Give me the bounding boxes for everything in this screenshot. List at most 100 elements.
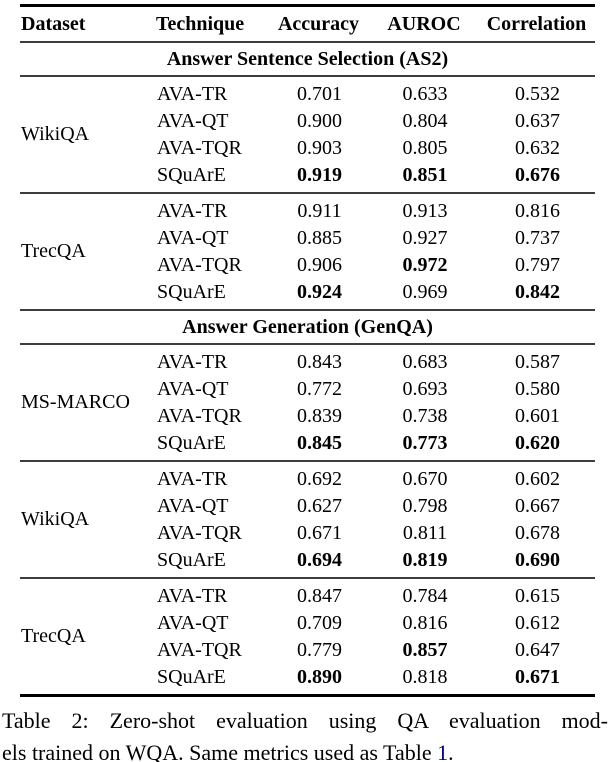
dataset-label: TrecQA: [21, 240, 86, 262]
auroc-cell: 0.805: [402, 136, 448, 159]
correlation-cell: 0.620: [515, 431, 560, 454]
table-row: AVA-TR 0.701 0.633 0.532: [156, 81, 596, 108]
table-row: SQuArE 0.845 0.773 0.620: [156, 430, 596, 457]
column-header-correlation: Correlation: [486, 12, 587, 35]
correlation-cell: 0.671: [515, 665, 560, 688]
correlation-cell: 0.678: [515, 521, 560, 544]
table-row: AVA-TQR 0.903 0.805 0.632: [156, 135, 596, 162]
accuracy-cell: 0.906: [297, 253, 342, 276]
dataset-label: TrecQA: [21, 625, 86, 647]
correlation-cell: 0.632: [515, 136, 560, 159]
auroc-cell: 0.693: [402, 377, 448, 400]
results-table: Dataset Technique Accuracy AUROC Correla…: [20, 4, 595, 697]
correlation-cell: 0.612: [515, 611, 560, 634]
table-midrule: [20, 75, 595, 77]
table-row: AVA-QT 0.772 0.693 0.580: [156, 376, 596, 403]
dataset-group: WikiQA AVA-TR 0.692 0.670 0.602 AVA-QT 0.627 0.…: [20, 462, 595, 577]
technique-cell: AVA-QT: [157, 377, 229, 400]
auroc-cell: 0.738: [402, 404, 448, 427]
accuracy-cell: 0.709: [297, 611, 342, 634]
accuracy-cell: 0.627: [297, 494, 342, 517]
correlation-cell: 0.601: [515, 404, 560, 427]
accuracy-cell: 0.779: [297, 638, 342, 661]
accuracy-cell: 0.924: [297, 280, 342, 303]
table-row: AVA-QT 0.709 0.816 0.612: [156, 610, 596, 637]
technique-cell: AVA-TQR: [157, 253, 242, 276]
auroc-cell: 0.811: [402, 521, 448, 544]
correlation-cell: 0.532: [515, 82, 560, 105]
auroc-cell: 0.818: [402, 665, 448, 688]
technique-cell: SQuArE: [157, 431, 226, 454]
auroc-cell: 0.819: [402, 548, 448, 571]
auroc-cell: 0.798: [402, 494, 448, 517]
table-row: AVA-TR 0.847 0.784 0.615: [156, 583, 596, 610]
auroc-cell: 0.913: [402, 199, 448, 222]
auroc-cell: 0.972: [402, 253, 448, 276]
accuracy-cell: 0.900: [297, 109, 342, 132]
accuracy-cell: 0.847: [297, 584, 342, 607]
table-midrule: [20, 577, 595, 579]
auroc-cell: 0.857: [402, 638, 448, 661]
technique-cell: SQuArE: [157, 280, 226, 303]
dataset-group: MS-MARCO AVA-TR 0.843 0.683 0.587 AVA-QT 0.772…: [20, 345, 595, 460]
auroc-cell: 0.784: [402, 584, 448, 607]
dataset-group: WikiQA AVA-TR 0.701 0.633 0.532 AVA-QT 0.900 0.…: [20, 77, 595, 192]
technique-cell: AVA-TR: [157, 467, 228, 490]
correlation-cell: 0.667: [515, 494, 560, 517]
table-row: AVA-TQR 0.906 0.972 0.797: [156, 252, 596, 279]
correlation-cell: 0.615: [515, 584, 560, 607]
technique-cell: SQuArE: [157, 665, 226, 688]
technique-cell: AVA-TR: [157, 82, 228, 105]
correlation-cell: 0.797: [515, 253, 560, 276]
dataset-label: WikiQA: [21, 508, 90, 530]
caption-line-2-suffix: .: [448, 740, 454, 762]
auroc-cell: 0.969: [402, 280, 448, 303]
correlation-cell: 0.737: [515, 226, 560, 249]
group-rows: AVA-TR 0.843 0.683 0.587 AVA-QT 0.772 0.693 0.5…: [156, 349, 596, 457]
table-row: AVA-TR 0.843 0.683 0.587: [156, 349, 596, 376]
correlation-cell: 0.676: [515, 163, 560, 186]
technique-cell: AVA-QT: [157, 109, 229, 132]
technique-cell: AVA-TQR: [157, 638, 242, 661]
table-row: AVA-TR 0.692 0.670 0.602: [156, 466, 596, 493]
accuracy-cell: 0.903: [297, 136, 342, 159]
dataset-label: MS-MARCO: [21, 391, 130, 413]
accuracy-cell: 0.890: [297, 665, 342, 688]
technique-cell: AVA-TQR: [157, 136, 242, 159]
table-row: SQuArE 0.919 0.851 0.676: [156, 162, 596, 189]
table-caption: Table 2: Zero-shot evaluation using QA e…: [2, 705, 608, 762]
column-header-dataset: Dataset: [21, 12, 86, 35]
accuracy-cell: 0.845: [297, 431, 342, 454]
technique-cell: AVA-TQR: [157, 521, 242, 544]
table-row: AVA-QT 0.900 0.804 0.637: [156, 108, 596, 135]
table-1-reference-link[interactable]: 1: [437, 740, 449, 762]
caption-line-2: els trained on WQA. Same metrics used as…: [2, 737, 608, 762]
auroc-cell: 0.804: [402, 109, 448, 132]
caption-line-2-text: els trained on WQA. Same metrics used as…: [2, 740, 438, 762]
accuracy-cell: 0.843: [297, 350, 342, 373]
accuracy-cell: 0.919: [297, 163, 342, 186]
accuracy-cell: 0.772: [297, 377, 342, 400]
correlation-cell: 0.690: [515, 548, 560, 571]
table-midrule: [20, 460, 595, 462]
table-row: AVA-TR 0.911 0.913 0.816: [156, 198, 596, 225]
section-header: Answer Sentence Selection (AS2): [166, 48, 449, 70]
table-row: AVA-QT 0.885 0.927 0.737: [156, 225, 596, 252]
technique-cell: AVA-QT: [157, 226, 229, 249]
table-row: SQuArE 0.890 0.818 0.671: [156, 664, 596, 691]
auroc-cell: 0.633: [402, 82, 448, 105]
column-header-auroc: AUROC: [387, 12, 461, 35]
group-rows: AVA-TR 0.701 0.633 0.532 AVA-QT 0.900 0.804 0.6…: [156, 81, 596, 189]
auroc-cell: 0.927: [402, 226, 448, 249]
table-midrule: [20, 343, 595, 345]
group-rows: AVA-TR 0.692 0.670 0.602 AVA-QT 0.627 0.798 0.6…: [156, 466, 596, 574]
auroc-cell: 0.816: [402, 611, 448, 634]
technique-cell: AVA-QT: [157, 611, 229, 634]
table-row: SQuArE 0.924 0.969 0.842: [156, 279, 596, 306]
technique-cell: AVA-TQR: [157, 404, 242, 427]
correlation-cell: 0.602: [515, 467, 560, 490]
table-midrule: [20, 192, 595, 194]
table-midrule: [20, 309, 595, 311]
accuracy-cell: 0.692: [297, 467, 342, 490]
accuracy-cell: 0.671: [297, 521, 342, 544]
